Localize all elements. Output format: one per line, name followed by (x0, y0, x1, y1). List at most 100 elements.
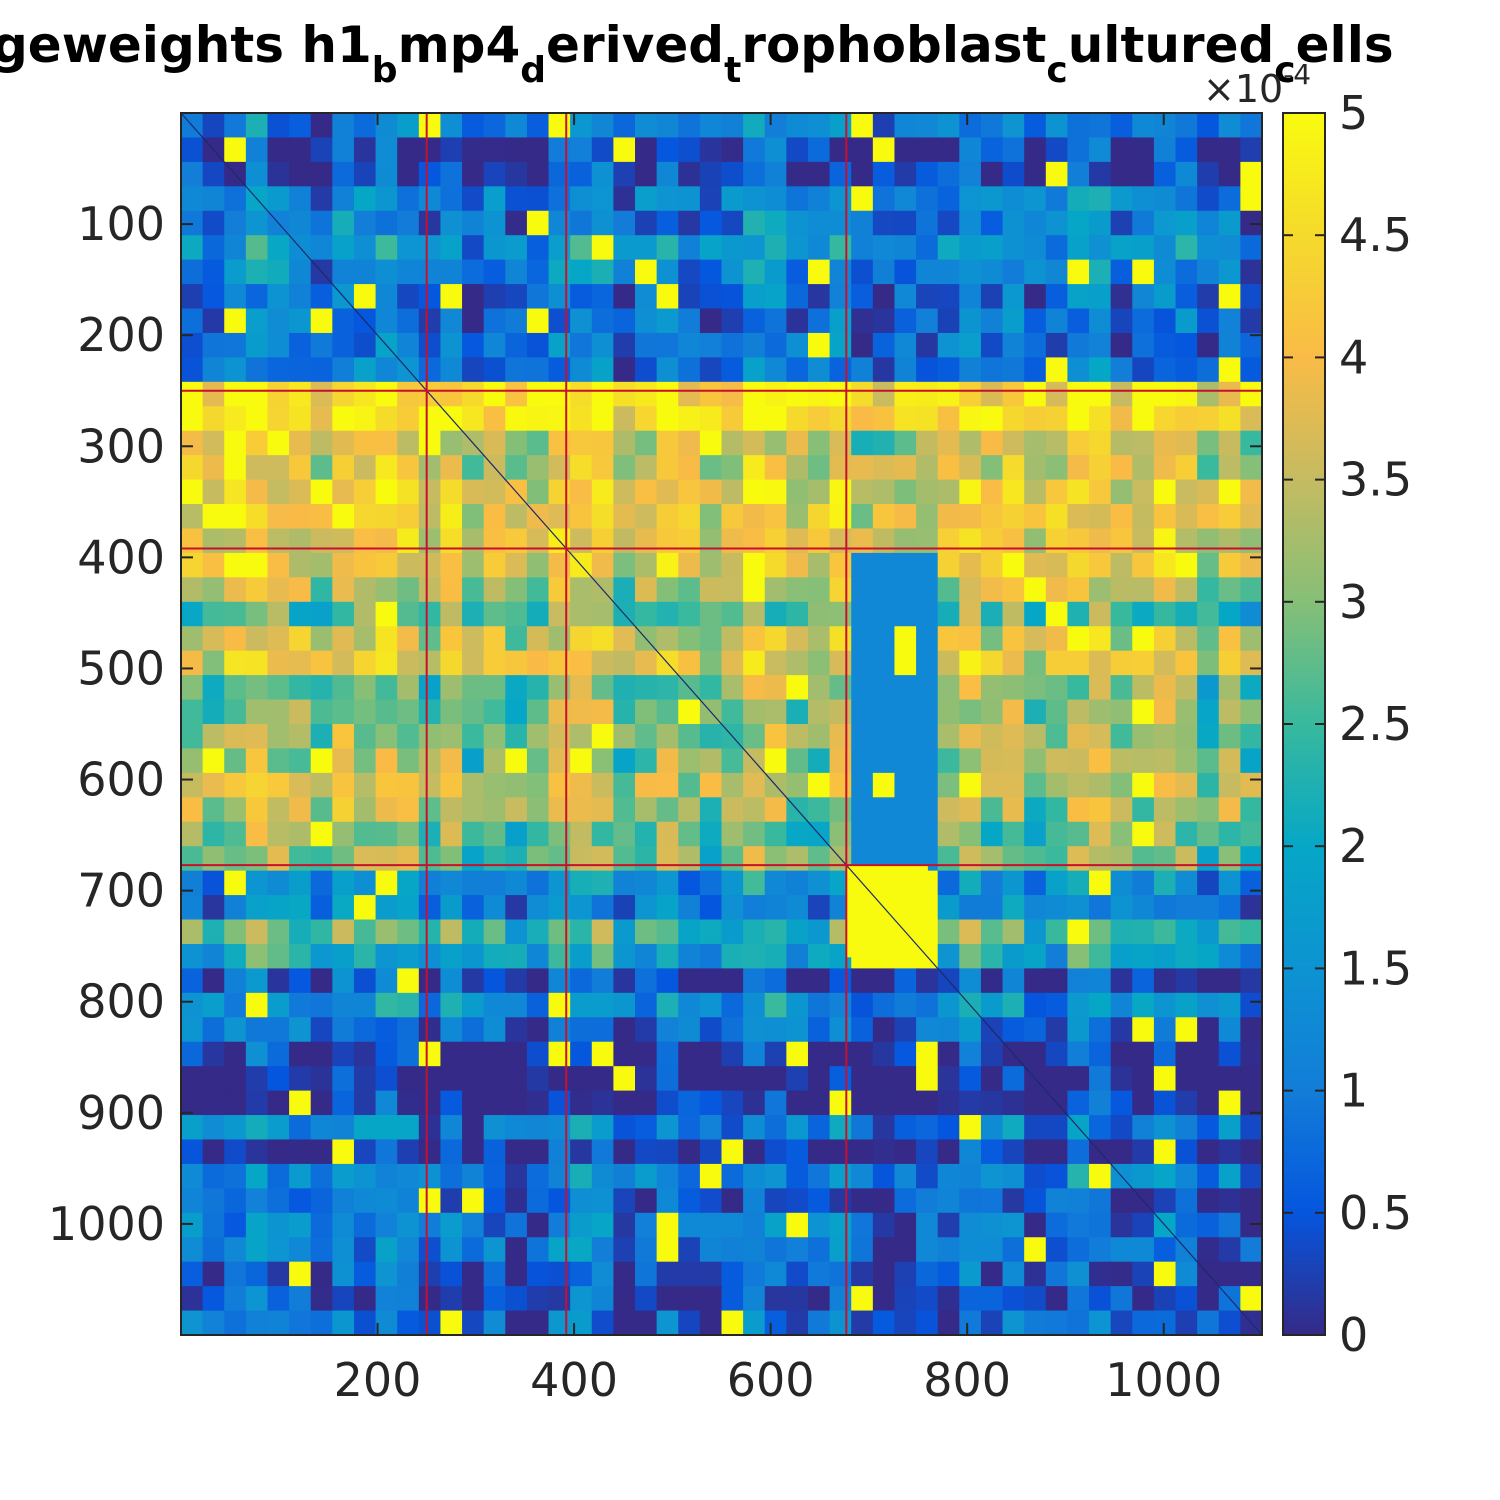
heatmap-cell (829, 1212, 852, 1238)
heatmap-cell (980, 186, 1004, 212)
heatmap-cell (1024, 504, 1047, 530)
heatmap-cell (1067, 797, 1090, 823)
heatmap-cell (721, 870, 744, 896)
heatmap-cell (353, 455, 377, 481)
heatmap-cell (310, 381, 333, 407)
heatmap-cell (1045, 210, 1069, 236)
heatmap-cell (505, 406, 528, 432)
heatmap-cell (353, 797, 377, 823)
heatmap-cell (181, 332, 204, 358)
heatmap-cell (1110, 504, 1133, 530)
heatmap-cell (656, 699, 679, 725)
title-segment: ells (1296, 16, 1394, 74)
heatmap-cell (959, 137, 982, 163)
heatmap-cell (916, 210, 939, 236)
heatmap-cell (332, 381, 355, 407)
heatmap-cell (635, 943, 658, 969)
heatmap-cell (418, 870, 442, 896)
heatmap-cell (289, 821, 312, 847)
heatmap-cell (1153, 479, 1177, 505)
heatmap-cell (310, 528, 333, 554)
heatmap-cell (1218, 528, 1241, 554)
heatmap-cell (1089, 846, 1112, 872)
heatmap-cell (1175, 577, 1198, 603)
heatmap-cell (721, 308, 744, 334)
heatmap-cell (418, 1286, 442, 1312)
heatmap-cell (570, 1115, 593, 1141)
heatmap-cell (786, 210, 809, 236)
heatmap-cell (1132, 650, 1155, 676)
heatmap-cell (332, 1212, 355, 1238)
heatmap-cell (397, 259, 420, 285)
heatmap-cell (505, 259, 528, 285)
heatmap-cell (548, 332, 571, 358)
heatmap-cell (224, 235, 247, 261)
heatmap-cell (181, 772, 204, 798)
heatmap-cell (786, 406, 809, 432)
heatmap-cell (353, 699, 377, 725)
heatmap-cell (764, 968, 787, 994)
heatmap-cell (1110, 1017, 1133, 1043)
heatmap-cell (1197, 1041, 1220, 1067)
heatmap-cell (656, 161, 679, 187)
heatmap-cell (1218, 650, 1241, 676)
heatmap-cell (462, 186, 485, 212)
heatmap-cell (829, 821, 852, 847)
heatmap-cell (1002, 406, 1025, 432)
heatmap-cell (1045, 1310, 1069, 1336)
heatmap-cell (289, 137, 312, 163)
heatmap-cell (1045, 1188, 1069, 1214)
heatmap-cell (1197, 895, 1220, 921)
heatmap-cell (1218, 308, 1241, 334)
heatmap-cell (181, 186, 204, 212)
y-tick-label: 800 (77, 975, 165, 1029)
heatmap-cell (721, 113, 744, 139)
heatmap-cell (202, 357, 225, 383)
heatmap-cell (937, 430, 960, 456)
heatmap-cell (1175, 1090, 1198, 1116)
heatmap-cell (375, 1310, 398, 1336)
heatmap-cell (678, 504, 701, 530)
heatmap-cell (418, 1310, 442, 1336)
heatmap-cell (1218, 1066, 1241, 1092)
heatmap-cell (980, 821, 1004, 847)
heatmap-cell (224, 186, 247, 212)
heatmap-cell (1045, 1041, 1069, 1067)
heatmap-cell (721, 1237, 744, 1263)
heatmap-cell (678, 1066, 701, 1092)
heatmap-cell (353, 675, 377, 701)
heatmap-cell (1110, 406, 1133, 432)
heatmap-cell (245, 552, 269, 578)
heatmap-cell (1089, 577, 1112, 603)
heatmap-cell (245, 1237, 269, 1263)
heatmap-cell (656, 406, 679, 432)
heatmap-cell (959, 381, 982, 407)
heatmap-cell (764, 1212, 787, 1238)
heatmap-cell (181, 430, 204, 456)
heatmap-cell (548, 1261, 571, 1287)
heatmap-cell (1024, 235, 1047, 261)
heatmap-cell (332, 846, 355, 872)
heatmap-cell (678, 1212, 701, 1238)
heatmap-cell (959, 1188, 982, 1214)
heatmap-cell (462, 870, 485, 896)
heatmap-cell (635, 821, 658, 847)
heatmap-cell (591, 504, 614, 530)
heatmap-cell (1089, 259, 1112, 285)
heatmap-cell (526, 406, 550, 432)
heatmap-cell (851, 1163, 874, 1189)
heatmap-cell (851, 186, 874, 212)
heatmap-cell (1002, 1237, 1025, 1263)
heatmap-cell (418, 919, 442, 945)
heatmap-cell (829, 235, 852, 261)
heatmap-cell (1110, 968, 1133, 994)
heatmap-cell (289, 1188, 312, 1214)
heatmap-cell (1002, 332, 1025, 358)
heatmap-cell (526, 1139, 550, 1165)
heatmap-cell (375, 381, 398, 407)
heatmap-cell (851, 381, 874, 407)
heatmap-cell (483, 186, 506, 212)
heatmap-cell (1089, 870, 1112, 896)
heatmap-cell (1067, 577, 1090, 603)
heatmap-cell (916, 772, 939, 798)
